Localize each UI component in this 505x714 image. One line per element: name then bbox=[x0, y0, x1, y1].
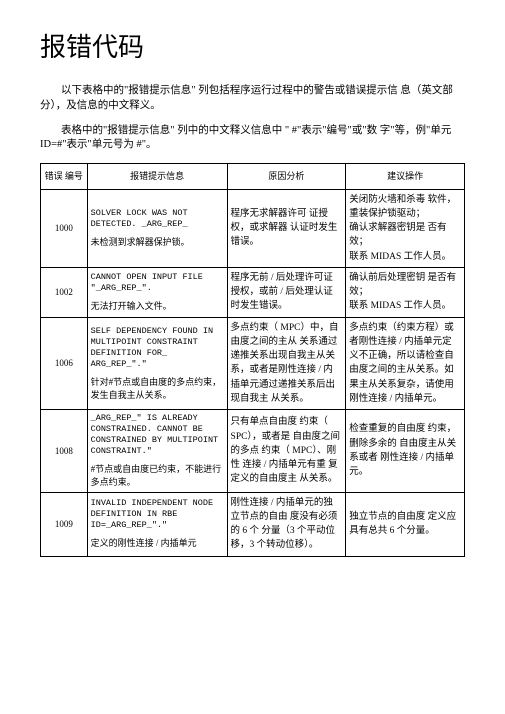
error-cause: 多点约束（ MPC）中，自由度之间的主从 关系通过递推关系出现自我主从关系，或者… bbox=[227, 317, 346, 410]
error-message-zh: #节点或自由度已约束，不能进行多点约束。 bbox=[91, 463, 224, 488]
error-code: 1009 bbox=[41, 492, 88, 556]
header-message: 报错提示信息 bbox=[87, 164, 227, 190]
error-message-en: SOLVER LOCK WAS NOT DETECTED. _ARG_REP_ bbox=[91, 208, 224, 230]
intro-paragraph-2: 表格中的"报错提示信息" 列中的中文释义信息中 " #"表示"编号"或"数 字"… bbox=[40, 124, 465, 153]
error-code: 1008 bbox=[41, 410, 88, 492]
error-cause: 只有单点自由度 约束（ SPC），或者是 自由度之间的多点 约束（ MPC）、刚… bbox=[227, 410, 346, 492]
error-cause: 刚性连接 / 内插单元的独立节点的自由 度没有必须的 6 个 分量（3 个平动位… bbox=[227, 492, 346, 556]
table-row: 1002CANNOT OPEN INPUT FILE "_ARG_REP_". 无… bbox=[41, 267, 465, 317]
error-message: _ARG_REP_" IS ALREADY CONSTRAINED. CANNO… bbox=[87, 410, 227, 492]
header-operation: 建议操作 bbox=[346, 164, 465, 190]
error-code: 1000 bbox=[41, 189, 88, 267]
header-code: 错误 编号 bbox=[41, 164, 88, 190]
page-title: 报错代码 bbox=[40, 30, 465, 66]
error-message: SELF DEPENDENCY FOUND IN MULTIPOINT CONS… bbox=[87, 317, 227, 410]
error-operation: 多点约束（约束方程）或者刚性连接 / 内插单元定义不正确，所以请检查自由度之间的… bbox=[346, 317, 465, 410]
table-row: 1006SELF DEPENDENCY FOUND IN MULTIPOINT … bbox=[41, 317, 465, 410]
error-message-zh: 未检测到求解器保护锁。 bbox=[91, 236, 224, 249]
error-message-en: INVALID INDEPENDENT NODE DEFINITION IN R… bbox=[91, 498, 224, 531]
error-message: CANNOT OPEN INPUT FILE "_ARG_REP_". 无法打开输… bbox=[87, 267, 227, 317]
header-cause: 原因分析 bbox=[227, 164, 346, 190]
error-message-zh: 无法打开输入文件。 bbox=[91, 300, 224, 313]
error-cause: 程序无求解器许可 证授权，或求解器 认证时发生错误。 bbox=[227, 189, 346, 267]
error-message: SOLVER LOCK WAS NOT DETECTED. _ARG_REP_ 未… bbox=[87, 189, 227, 267]
error-message: INVALID INDEPENDENT NODE DEFINITION IN R… bbox=[87, 492, 227, 556]
error-operation: 关闭防火墙和杀毒 软件，重装保护锁驱动；确认求解器密钥是 否有效；联系 MIDA… bbox=[346, 189, 465, 267]
table-row: 1008_ARG_REP_" IS ALREADY CONSTRAINED. C… bbox=[41, 410, 465, 492]
table-row: 1009INVALID INDEPENDENT NODE DEFINITION … bbox=[41, 492, 465, 556]
error-cause: 程序无前 / 后处理许可证授权，或前 / 后处理认证时发生错误。 bbox=[227, 267, 346, 317]
intro-paragraph-1: 以下表格中的"报错提示信息" 列包括程序运行过程中的警告或错误提示信 息（英文部… bbox=[40, 84, 465, 113]
error-code: 1002 bbox=[41, 267, 88, 317]
error-operation: 独立节点的自由度 定义应具有总共 6 个分量。 bbox=[346, 492, 465, 556]
error-code: 1006 bbox=[41, 317, 88, 410]
error-message-zh: 针对#节点或自由度的多点约束，发生自我主从关系。 bbox=[91, 376, 224, 401]
error-operation: 检查重复的自由度 约束，删除多余的 自由度主从关系或者 刚性连接 / 内插单 元… bbox=[346, 410, 465, 492]
error-message-zh: 定义的刚性连接 / 内插单元 bbox=[91, 537, 224, 550]
error-message-en: _ARG_REP_" IS ALREADY CONSTRAINED. CANNO… bbox=[91, 413, 224, 457]
error-message-en: CANNOT OPEN INPUT FILE "_ARG_REP_". bbox=[91, 272, 224, 294]
table-row: 1000SOLVER LOCK WAS NOT DETECTED. _ARG_R… bbox=[41, 189, 465, 267]
error-code-table: 错误 编号 报错提示信息 原因分析 建议操作 1000SOLVER LOCK W… bbox=[40, 163, 465, 556]
error-operation: 确认前后处理密钥 是否有效；联系 MIDAS 工作人员。 bbox=[346, 267, 465, 317]
error-message-en: SELF DEPENDENCY FOUND IN MULTIPOINT CONS… bbox=[91, 326, 224, 370]
